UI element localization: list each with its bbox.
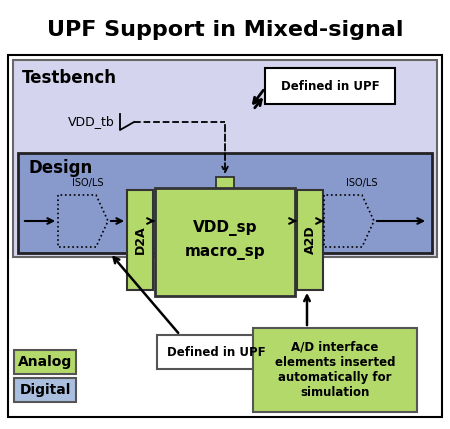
Text: Testbench: Testbench	[22, 69, 117, 87]
Text: Design: Design	[28, 159, 92, 177]
Text: A2D: A2D	[303, 226, 316, 254]
Text: UPF Support in Mixed-signal: UPF Support in Mixed-signal	[47, 20, 403, 40]
Bar	[265, 68, 395, 104]
Bar	[297, 190, 323, 290]
Text: D2A: D2A	[134, 226, 147, 254]
Bar	[14, 378, 76, 402]
Text: ISO/LS: ISO/LS	[72, 178, 104, 188]
Text: simulation: simulation	[300, 386, 370, 399]
Bar	[155, 188, 295, 296]
Text: Defined in UPF: Defined in UPF	[281, 79, 379, 93]
Text: A/D interface: A/D interface	[291, 341, 379, 353]
Bar	[127, 190, 153, 290]
Bar	[14, 350, 76, 374]
Text: VDD_sp: VDD_sp	[193, 220, 257, 236]
Text: ISO/LS: ISO/LS	[346, 178, 378, 188]
Bar	[253, 328, 417, 412]
Text: Analog: Analog	[18, 355, 72, 369]
Bar	[216, 177, 234, 189]
Bar	[8, 55, 442, 417]
Text: Defined in UPF: Defined in UPF	[166, 345, 266, 359]
Text: Digital: Digital	[19, 383, 71, 397]
Text: VDD_tb: VDD_tb	[68, 115, 115, 129]
Bar	[18, 153, 432, 253]
Text: elements inserted: elements inserted	[275, 356, 395, 369]
Text: macro_sp: macro_sp	[184, 245, 266, 260]
Text: automatically for: automatically for	[278, 371, 392, 384]
Bar	[157, 335, 275, 369]
Bar	[13, 60, 437, 257]
